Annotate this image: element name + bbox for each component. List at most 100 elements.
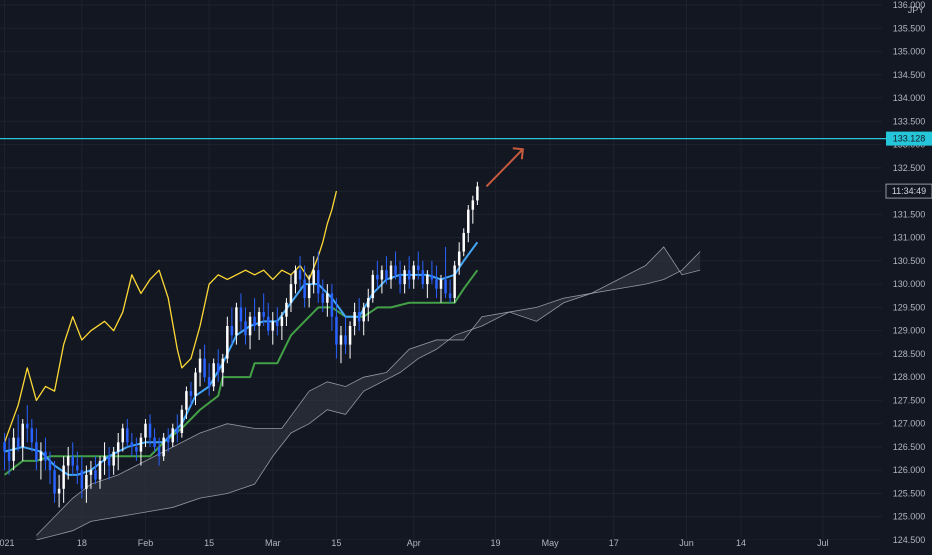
price-tick-label: 128.500 xyxy=(893,349,926,359)
candle-body xyxy=(144,423,147,438)
candle-body xyxy=(12,437,15,461)
candle-body xyxy=(357,312,361,322)
candle-body xyxy=(435,279,438,289)
candle xyxy=(421,260,425,289)
time-tick-label: 18 xyxy=(77,538,87,548)
price-tick-label: 136.000 xyxy=(893,0,926,10)
candle-body xyxy=(94,470,97,480)
price-tick-label: 131.500 xyxy=(893,209,926,219)
candle-body xyxy=(257,312,261,326)
candle-body xyxy=(30,428,34,443)
price-tick-label: 124.500 xyxy=(893,535,926,545)
candle-body xyxy=(116,442,120,452)
candle-body xyxy=(457,251,461,266)
candle-body xyxy=(148,423,152,438)
candle xyxy=(253,298,256,331)
price-tick-label: 130.500 xyxy=(893,256,926,266)
candle xyxy=(80,456,84,499)
candle-body xyxy=(280,316,284,326)
price-tick-label: 128.000 xyxy=(893,372,926,382)
candle-body xyxy=(462,232,465,252)
candle xyxy=(144,419,147,447)
candles xyxy=(3,181,479,508)
price-tick-label: 133.500 xyxy=(893,116,926,126)
candle xyxy=(403,265,406,294)
candle-body xyxy=(107,456,111,466)
candle-body xyxy=(35,442,38,461)
candle-body xyxy=(376,274,379,280)
candle xyxy=(412,260,415,289)
candle xyxy=(112,446,115,475)
candle xyxy=(248,312,252,350)
price-tick-label: 134.000 xyxy=(893,93,926,103)
candle-body xyxy=(112,451,115,466)
candle-body xyxy=(103,456,106,461)
candle xyxy=(471,195,475,224)
candle xyxy=(116,433,120,471)
candle-body xyxy=(417,265,420,271)
candle-body xyxy=(39,451,43,461)
candle xyxy=(176,414,179,443)
candle xyxy=(39,442,43,480)
candle xyxy=(435,265,438,299)
candle-body xyxy=(80,470,84,489)
candle-body xyxy=(180,409,184,433)
price-tick-label: 125.500 xyxy=(893,488,926,498)
candle-body xyxy=(421,270,425,285)
candle-body xyxy=(262,312,265,317)
time-tick-label: 17 xyxy=(609,538,619,548)
candle xyxy=(398,260,402,294)
candle-body xyxy=(339,335,343,345)
price-tick-label: 127.500 xyxy=(893,395,926,405)
candle-body xyxy=(294,270,297,285)
candle-body xyxy=(216,363,220,373)
candle-body xyxy=(248,316,252,336)
candle xyxy=(148,414,152,447)
candle xyxy=(44,437,47,471)
candle xyxy=(130,433,134,457)
candle-body xyxy=(389,265,393,280)
time-tick-label: Apr xyxy=(407,538,421,548)
candle xyxy=(16,414,20,452)
candle-body xyxy=(98,460,102,480)
candle xyxy=(226,316,229,364)
candle xyxy=(239,293,243,331)
price-tick-label: 130.000 xyxy=(893,279,926,289)
candle-body xyxy=(166,437,170,443)
candle xyxy=(235,302,238,345)
candle xyxy=(380,265,384,294)
candle xyxy=(444,246,447,299)
candle-body xyxy=(176,428,179,433)
candle-body xyxy=(135,446,138,452)
candle-body xyxy=(130,442,134,447)
price-tick-label: 127.000 xyxy=(893,419,926,429)
candle xyxy=(35,428,38,471)
candle xyxy=(71,442,74,475)
candle xyxy=(185,386,188,420)
candle-body xyxy=(71,456,74,466)
candle-body xyxy=(235,307,238,336)
time-axis[interactable]: 2021 18 Feb 15 Mar 15 Apr 19 May 17 Jun 14 Jul xyxy=(0,538,886,550)
candle xyxy=(417,251,420,280)
price-axis-bg xyxy=(886,0,932,550)
price-axis[interactable]: 124.500 125.000 125.500 126.000 126.500 127.0… xyxy=(885,0,932,550)
candle xyxy=(107,446,111,480)
tenkan-line xyxy=(4,241,479,476)
candle xyxy=(389,260,393,289)
candle xyxy=(57,474,61,508)
candle-body xyxy=(371,274,375,299)
countdown-label-bg xyxy=(885,183,932,199)
candle xyxy=(194,367,197,406)
currency-label: JPY xyxy=(908,5,925,15)
candle-body xyxy=(48,460,52,471)
candle xyxy=(126,419,129,447)
chikou-line xyxy=(3,190,338,443)
candle xyxy=(285,298,288,326)
candle-body xyxy=(321,293,325,303)
candle xyxy=(339,326,343,364)
candle xyxy=(180,405,184,438)
candle xyxy=(162,433,165,461)
candle-body xyxy=(198,358,202,373)
